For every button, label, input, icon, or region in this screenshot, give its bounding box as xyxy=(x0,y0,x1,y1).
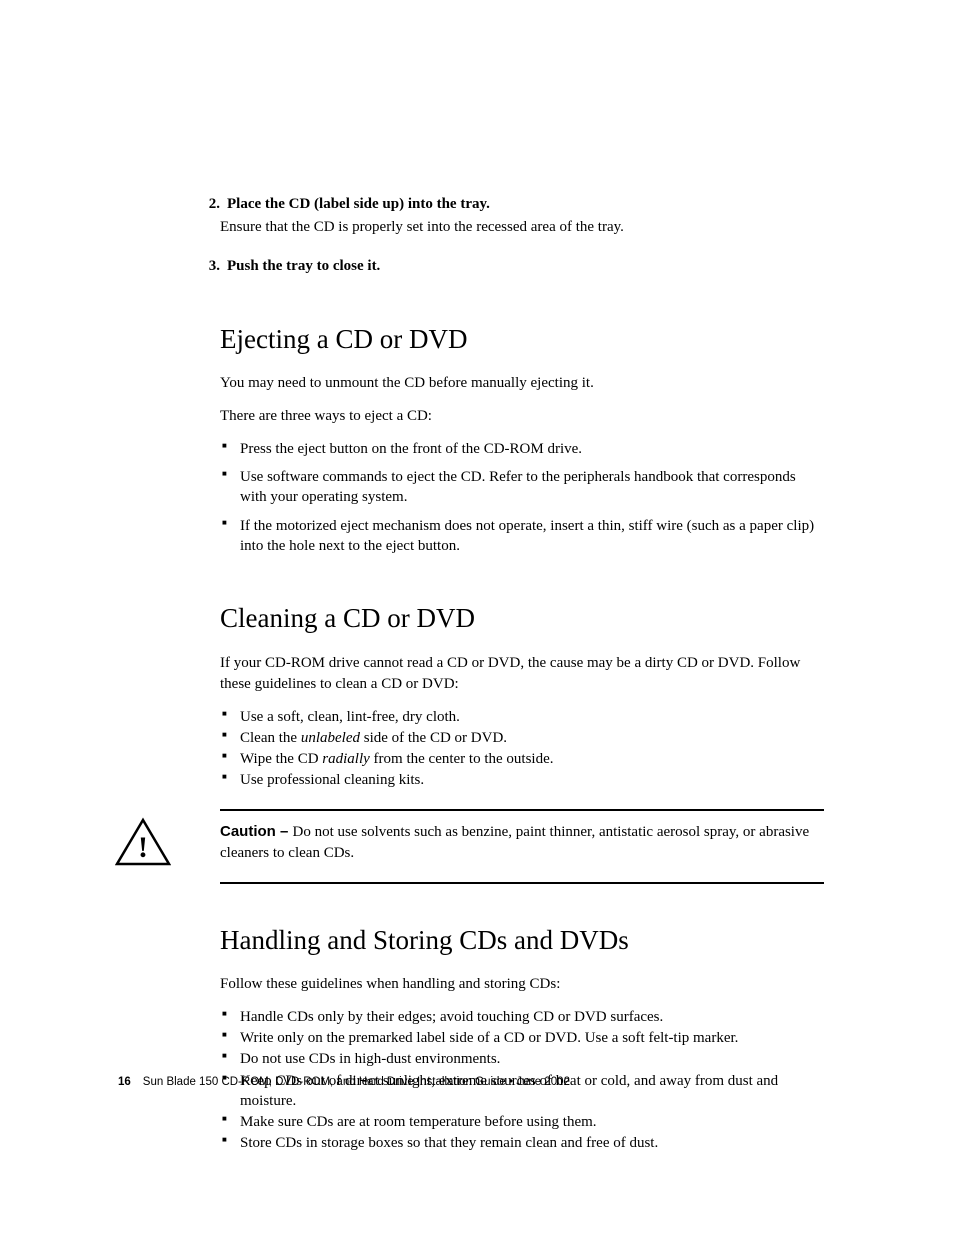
step-2: 2. Place the CD (label side up) into the… xyxy=(220,194,824,238)
divider xyxy=(220,809,824,811)
list-item: Use software commands to eject the CD. R… xyxy=(220,467,824,508)
caution-block: ! Caution – Do not use solvents such as … xyxy=(220,821,824,864)
bullet-list: Press the eject button on the front of t… xyxy=(220,439,824,556)
step-body: Ensure that the CD is properly set into … xyxy=(220,217,824,238)
caution-text: Caution – Do not use solvents such as be… xyxy=(220,821,824,864)
step-title: Place the CD (label side up) into the tr… xyxy=(227,194,490,214)
svg-text:!: ! xyxy=(138,831,148,864)
step-3: 3. Push the tray to close it. xyxy=(220,256,824,276)
paragraph: You may need to unmount the CD before ma… xyxy=(220,373,824,394)
heading-handling: Handling and Storing CDs and DVDs xyxy=(220,924,824,956)
list-item: Write only on the premarked label side o… xyxy=(220,1028,824,1048)
list-item: Store CDs in storage boxes so that they … xyxy=(220,1133,824,1153)
caution-icon: ! xyxy=(115,817,171,867)
list-item: Use professional cleaning kits. xyxy=(220,770,824,790)
page-content: 2. Place the CD (label side up) into the… xyxy=(0,0,954,1154)
bullet-list: Use a soft, clean, lint-free, dry cloth.… xyxy=(220,707,824,791)
page-footer: 16 Sun Blade 150 CD-ROM, DVD-ROM, and Har… xyxy=(118,1076,570,1088)
heading-ejecting: Ejecting a CD or DVD xyxy=(220,323,824,355)
list-item: If the motorized eject mechanism does no… xyxy=(220,516,824,557)
list-item: Clean the unlabeled side of the CD or DV… xyxy=(220,728,824,748)
step-number: 2. xyxy=(198,194,227,214)
caution-label: Caution – xyxy=(220,823,293,840)
list-item: Press the eject button on the front of t… xyxy=(220,439,824,459)
divider xyxy=(220,882,824,884)
list-item: Make sure CDs are at room temperature be… xyxy=(220,1112,824,1132)
paragraph: There are three ways to eject a CD: xyxy=(220,406,824,427)
paragraph: If your CD-ROM drive cannot read a CD or… xyxy=(220,653,824,695)
step-number: 3. xyxy=(198,256,227,276)
list-item: Use a soft, clean, lint-free, dry cloth. xyxy=(220,707,824,727)
paragraph: Follow these guidelines when handling an… xyxy=(220,974,824,995)
list-item: Handle CDs only by their edges; avoid to… xyxy=(220,1007,824,1027)
footer-text: Sun Blade 150 CD-ROM, DVD-ROM, and Hard … xyxy=(143,1076,570,1088)
page-number: 16 xyxy=(118,1076,131,1088)
list-item: Wipe the CD radially from the center to … xyxy=(220,749,824,769)
list-item: Do not use CDs in high-dust environments… xyxy=(220,1049,824,1069)
heading-cleaning: Cleaning a CD or DVD xyxy=(220,602,824,634)
step-title: Push the tray to close it. xyxy=(227,256,380,276)
